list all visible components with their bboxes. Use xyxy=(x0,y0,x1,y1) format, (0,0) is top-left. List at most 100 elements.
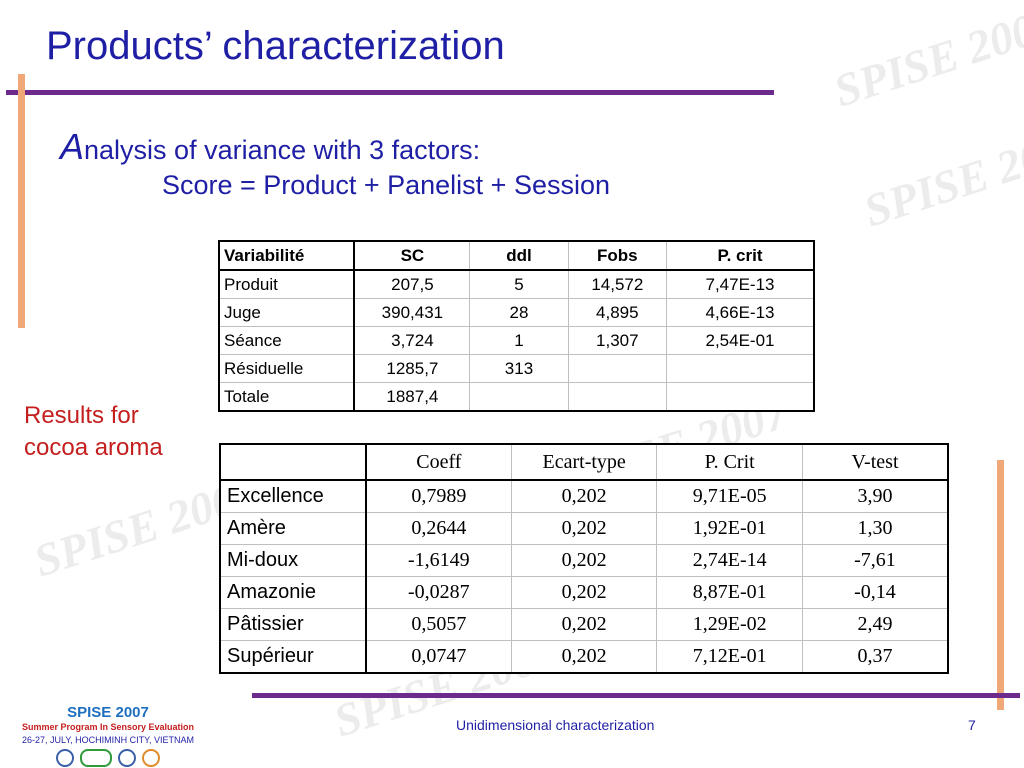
anova-cell: 1,307 xyxy=(567,326,667,355)
anova-cell: 390,431 xyxy=(353,298,471,327)
anova-cell: 4,895 xyxy=(567,298,667,327)
anova-header-cell: Fobs xyxy=(567,240,667,271)
anova-table: Variabilité SC ddl Fobs P. crit Produit 207,5… xyxy=(218,240,815,412)
logo-title: SPISE 2007 xyxy=(67,704,149,721)
anova-cell: Séance xyxy=(218,326,356,355)
anova-cell: 14,572 xyxy=(567,269,667,299)
results-cell: 7,12E-01 xyxy=(656,640,803,674)
slide-title: Products’ characterization xyxy=(46,24,505,68)
results-cell: -7,61 xyxy=(801,544,949,577)
results-row: Amère 0,2644 0,202 1,92E-01 1,30 xyxy=(219,512,949,545)
anova-row: Séance 3,724 1 1,307 2,54E-01 xyxy=(218,326,815,355)
spise-logo: SPISE 2007 Summer Program In Sensory Eva… xyxy=(8,704,208,767)
anova-row: Produit 207,5 5 14,572 7,47E-13 xyxy=(218,269,815,299)
anova-cell xyxy=(567,382,667,412)
results-header-cell: Ecart-type xyxy=(510,443,658,481)
results-cell: -1,6149 xyxy=(365,544,512,577)
results-cell: Excellence xyxy=(219,479,367,513)
results-cell: 0,7989 xyxy=(365,479,512,513)
results-cell: 2,49 xyxy=(801,608,949,641)
results-cell: 0,2644 xyxy=(365,512,512,545)
subtitle-text: nalysis of variance with 3 factors: xyxy=(84,135,481,165)
anova-cell: 1285,7 xyxy=(353,354,471,383)
results-cell: 0,202 xyxy=(510,512,658,545)
results-cell: 2,74E-14 xyxy=(656,544,803,577)
results-cell: 0,202 xyxy=(510,479,658,513)
results-row: Mi-doux -1,6149 0,202 2,74E-14 -7,61 xyxy=(219,544,949,577)
anova-header-cell: P. crit xyxy=(665,240,815,271)
anova-cell: 28 xyxy=(469,298,569,327)
bottom-rule xyxy=(252,693,1020,698)
results-cell: 1,92E-01 xyxy=(656,512,803,545)
results-cell: Pâtissier xyxy=(219,608,367,641)
results-cell: 0,5057 xyxy=(365,608,512,641)
results-table: Coeff Ecart-type P. Crit V-test Excellence 0… xyxy=(219,443,949,674)
anova-cell: 7,47E-13 xyxy=(665,269,815,299)
anova-cell: Juge xyxy=(218,298,356,327)
results-cell: -0,0287 xyxy=(365,576,512,609)
results-note-line-2: cocoa aroma xyxy=(24,434,163,461)
anova-cell: 3,724 xyxy=(353,326,471,355)
results-row: Excellence 0,7989 0,202 9,71E-05 3,90 xyxy=(219,479,949,513)
results-cell: 1,29E-02 xyxy=(656,608,803,641)
results-cell: 9,71E-05 xyxy=(656,479,803,513)
anova-header-cell: Variabilité xyxy=(218,240,356,271)
logo-subtitle: Summer Program In Sensory Evaluation xyxy=(21,722,195,732)
anova-cell: Totale xyxy=(218,382,356,412)
results-cell: 0,202 xyxy=(510,576,658,609)
logo-location: 26-27, JULY, HOCHIMINH CITY, VIETNAM xyxy=(21,735,195,745)
results-cell: Amère xyxy=(219,512,367,545)
anova-cell: 207,5 xyxy=(353,269,471,299)
subtitle: Analysis of variance with 3 factors: xyxy=(60,126,480,168)
results-cell: 8,87E-01 xyxy=(656,576,803,609)
anova-cell: 313 xyxy=(469,354,569,383)
sponsor-logos xyxy=(8,749,208,767)
watermark-1: SPISE 2007 xyxy=(827,0,1024,117)
anova-row: Résiduelle 1285,7 313 xyxy=(218,354,815,383)
results-cell: 0,202 xyxy=(510,608,658,641)
results-cell: 1,30 xyxy=(801,512,949,545)
sponsor-logo-3-icon xyxy=(118,749,136,767)
results-header-row: Coeff Ecart-type P. Crit V-test xyxy=(219,443,949,481)
watermark-2: SPISE 2007 xyxy=(857,116,1024,237)
anova-cell: 1 xyxy=(469,326,569,355)
results-row: Pâtissier 0,5057 0,202 1,29E-02 2,49 xyxy=(219,608,949,641)
anova-cell xyxy=(469,382,569,412)
results-row: Supérieur 0,0747 0,202 7,12E-01 0,37 xyxy=(219,640,949,674)
results-note-line-1: Results for xyxy=(24,402,139,429)
results-body: Excellence 0,7989 0,202 9,71E-05 3,90 Amère 0,… xyxy=(219,479,949,674)
anova-cell xyxy=(567,354,667,383)
sponsor-logo-1-icon xyxy=(56,749,74,767)
anova-header-row: Variabilité SC ddl Fobs P. crit xyxy=(218,240,815,271)
results-cell: Mi-doux xyxy=(219,544,367,577)
sponsor-logo-4-icon xyxy=(142,749,160,767)
results-header-cell: P. Crit xyxy=(656,443,803,481)
sponsor-logo-2-icon xyxy=(80,749,112,767)
anova-cell xyxy=(665,382,815,412)
results-header-cell: V-test xyxy=(801,443,949,481)
anova-header-cell: ddl xyxy=(469,240,569,271)
results-row: Amazonie -0,0287 0,202 8,87E-01 -0,14 xyxy=(219,576,949,609)
results-cell: Amazonie xyxy=(219,576,367,609)
anova-cell: 4,66E-13 xyxy=(665,298,815,327)
top-rule xyxy=(6,90,774,95)
anova-cell xyxy=(665,354,815,383)
anova-cell: Résiduelle xyxy=(218,354,356,383)
results-cell: 0,202 xyxy=(510,640,658,674)
results-cell: 3,90 xyxy=(801,479,949,513)
results-header-cell xyxy=(219,443,367,481)
results-cell: -0,14 xyxy=(801,576,949,609)
left-accent-bar xyxy=(18,74,25,328)
results-note: Results for cocoa aroma xyxy=(24,400,163,464)
anova-row: Totale 1887,4 xyxy=(218,382,815,412)
results-cell: 0,37 xyxy=(801,640,949,674)
results-header-cell: Coeff xyxy=(365,443,512,481)
anova-row: Juge 390,431 28 4,895 4,66E-13 xyxy=(218,298,815,327)
page-number: 7 xyxy=(968,717,976,733)
anova-body: Produit 207,5 5 14,572 7,47E-13 Juge 390,431 28… xyxy=(218,269,815,412)
anova-header-cell: SC xyxy=(353,240,471,271)
anova-cell: 5 xyxy=(469,269,569,299)
results-cell: 0,0747 xyxy=(365,640,512,674)
results-cell: Supérieur xyxy=(219,640,367,674)
anova-cell: 1887,4 xyxy=(353,382,471,412)
